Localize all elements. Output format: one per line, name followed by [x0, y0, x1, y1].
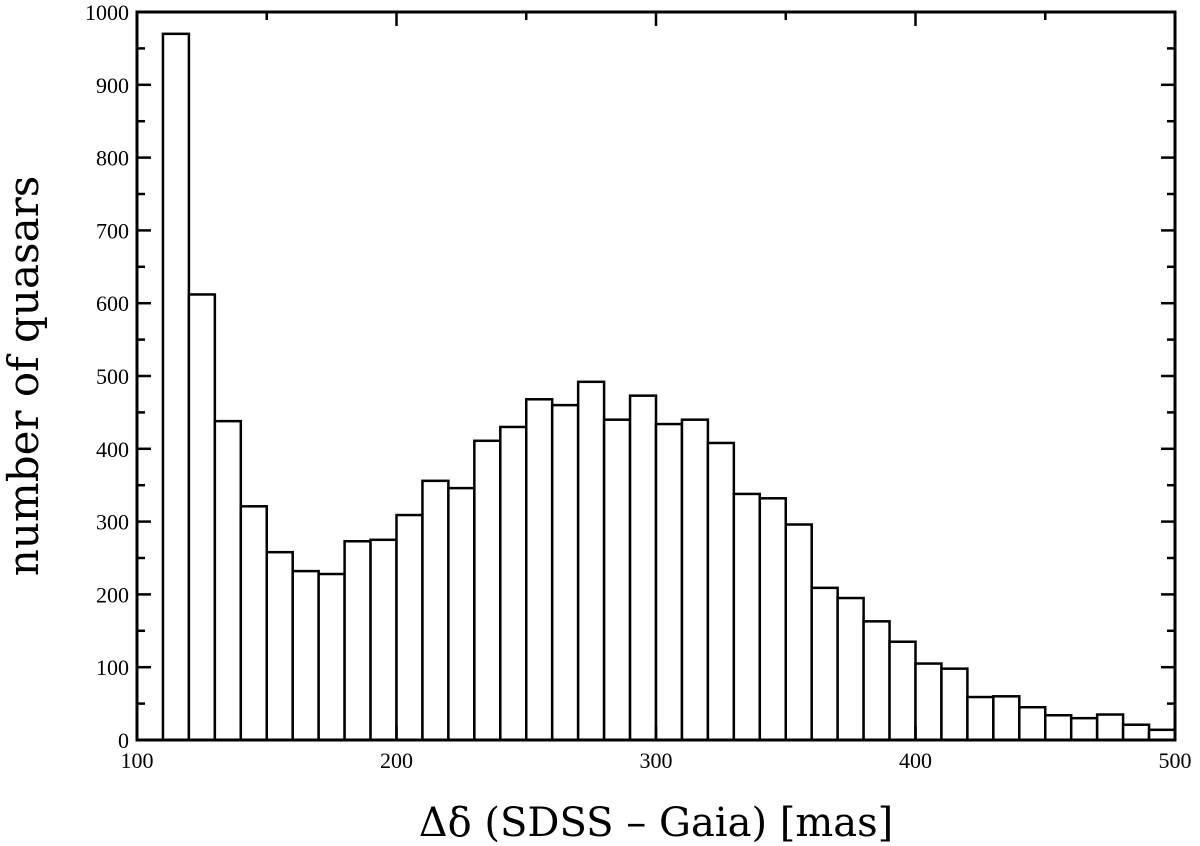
histogram-bar [317, 572, 346, 742]
histogram-bar [784, 523, 813, 742]
histogram-bar [940, 667, 969, 742]
histogram-bar [1121, 723, 1151, 742]
y-tick-label: 700 [96, 218, 129, 243]
histogram-bar [706, 441, 736, 742]
histogram-bar [447, 486, 476, 742]
y-axis-label: number of quasars [0, 176, 48, 576]
histogram-bar [343, 540, 372, 742]
histogram-bar [576, 380, 606, 742]
histogram-bar [628, 394, 658, 742]
histogram-bar [395, 513, 424, 742]
histogram-bar [421, 479, 450, 742]
y-tick-label: 500 [96, 364, 129, 389]
y-tick-label: 600 [96, 291, 129, 316]
x-tick-label: 200 [380, 748, 413, 773]
histogram-bar [1044, 713, 1073, 742]
histogram-bar [914, 662, 943, 742]
x-tick-label: 300 [640, 748, 673, 773]
histogram-bar [836, 596, 865, 742]
histogram-bar [550, 403, 580, 742]
x-tick-label: 400 [899, 748, 932, 773]
y-tick-label: 200 [96, 582, 129, 607]
plot-frame [135, 10, 1177, 742]
histogram-bar [992, 695, 1021, 742]
histogram-bar [1018, 705, 1047, 742]
histogram-bar [291, 569, 320, 742]
histogram-bar [239, 505, 269, 742]
histogram-bar [525, 398, 554, 742]
histogram-bar [1095, 713, 1125, 742]
histogram-bar [758, 497, 787, 742]
histogram-bar [680, 418, 710, 742]
y-tick-label: 900 [96, 73, 129, 98]
histogram-bar [499, 425, 528, 742]
histogram-bar [862, 620, 891, 742]
y-tick-label: 1000 [85, 0, 129, 25]
histogram-bar [810, 586, 839, 742]
x-axis-label: Δδ (SDSS – Gaia) [mas] [419, 800, 894, 846]
tick-labels-group: 100 200 300 400 5000100200300400500600700800… [85, 0, 1192, 773]
y-tick-label: 100 [96, 655, 129, 680]
y-tick-label: 800 [96, 146, 129, 171]
histogram-bar [1147, 728, 1177, 742]
histogram-bar [473, 439, 502, 742]
histogram-bar [654, 422, 684, 742]
histogram-bar [265, 550, 294, 742]
histogram-bar [1069, 716, 1099, 742]
histogram-bar [213, 419, 243, 742]
histogram-bar [732, 492, 762, 742]
histogram-bar [966, 695, 995, 742]
histogram-bar [187, 293, 217, 742]
histogram-bar [602, 418, 632, 742]
y-tick-label: 400 [96, 437, 129, 462]
y-tick-label: 0 [118, 728, 129, 753]
histogram-bar [888, 640, 917, 742]
bars-group [161, 32, 1177, 742]
histogram-bar [369, 538, 398, 742]
x-tick-label: 100 [121, 748, 154, 773]
x-tick-label: 500 [1159, 748, 1192, 773]
histogram-bar [161, 32, 191, 742]
y-tick-label: 300 [96, 510, 129, 535]
